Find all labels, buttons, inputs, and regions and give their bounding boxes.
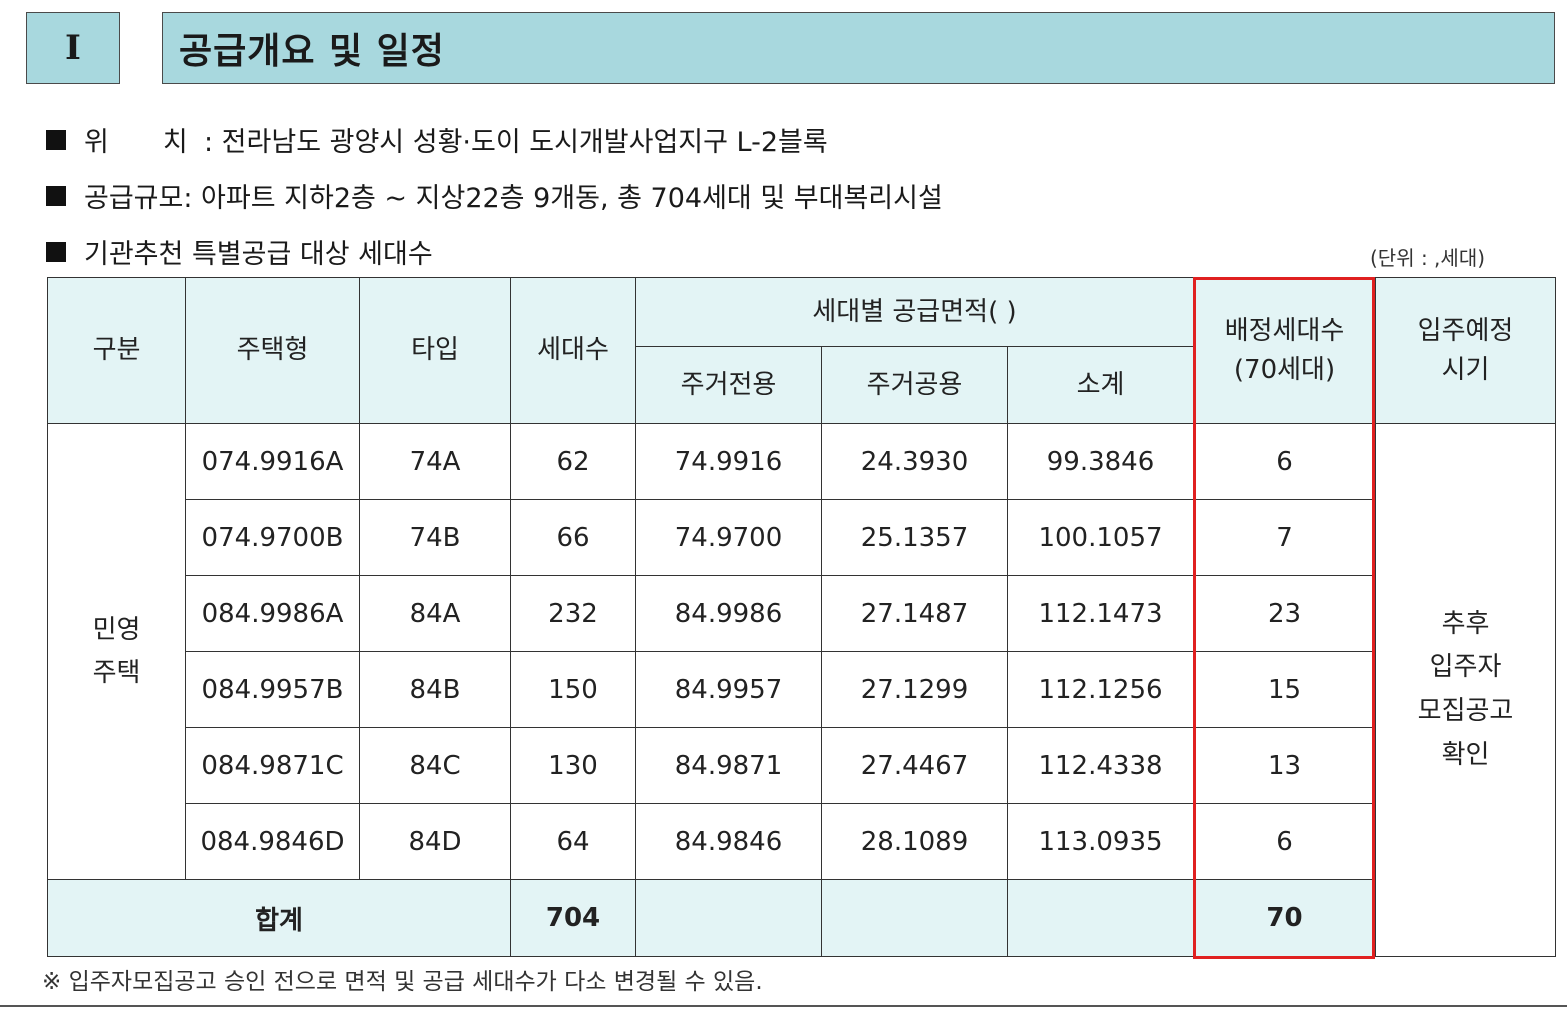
- cell-type: 84A: [359, 575, 511, 652]
- header-units: 세대수: [510, 277, 636, 424]
- cell-housing-type: 084.9846D: [185, 803, 360, 880]
- cell-subtotal: 112.4338: [1007, 727, 1194, 804]
- table-row: 084.9871C 84C 130 84.9871 27.4467 112.43…: [48, 727, 1556, 804]
- table-row: 084.9846D 84D 64 84.9846 28.1089 113.093…: [48, 803, 1556, 880]
- cell-subtotal: 112.1256: [1007, 651, 1194, 728]
- header-common: 주거공용: [821, 346, 1008, 424]
- move-in-cell: 추후 입주자 모집공고 확인: [1375, 423, 1556, 957]
- section-title-box: 공급개요 및 일정: [162, 12, 1555, 84]
- cell-allocated: 6: [1193, 803, 1376, 880]
- cell-common: 27.4467: [821, 727, 1008, 804]
- header-allocated: 배정세대수 (70세대): [1193, 277, 1376, 424]
- total-row: 합계 704 70: [47, 879, 1556, 957]
- cell-type: 74B: [359, 499, 511, 576]
- cell-units: 130: [510, 727, 636, 804]
- special-supply-line: 기관추천 특별공급 대상 세대수: [46, 232, 433, 271]
- cell-housing-type: 084.9986A: [185, 575, 360, 652]
- table-row: 084.9986A 84A 232 84.9986 27.1487 112.14…: [48, 575, 1556, 652]
- cell-allocated: 23: [1193, 575, 1376, 652]
- cell-units: 232: [510, 575, 636, 652]
- cell-common: 27.1299: [821, 651, 1008, 728]
- cell-exclusive: 74.9916: [635, 423, 822, 500]
- total-subtotal: [1007, 879, 1194, 957]
- cell-housing-type: 084.9957B: [185, 651, 360, 728]
- cell-units: 62: [510, 423, 636, 500]
- cell-allocated: 6: [1193, 423, 1376, 500]
- cell-subtotal: 112.1473: [1007, 575, 1194, 652]
- special-supply-label: 기관추천 특별공급 대상 세대수: [84, 239, 433, 270]
- cell-exclusive: 74.9700: [635, 499, 822, 576]
- cell-type: 84C: [359, 727, 511, 804]
- cell-common: 25.1357: [821, 499, 1008, 576]
- total-common: [821, 879, 1008, 957]
- cell-common: 24.3930: [821, 423, 1008, 500]
- cell-type: 84D: [359, 803, 511, 880]
- cell-subtotal: 113.0935: [1007, 803, 1194, 880]
- total-exclusive: [635, 879, 822, 957]
- cell-common: 28.1089: [821, 803, 1008, 880]
- cell-units: 66: [510, 499, 636, 576]
- cell-allocated: 15: [1193, 651, 1376, 728]
- header-exclusive: 주거전용: [635, 346, 822, 424]
- cell-units: 150: [510, 651, 636, 728]
- section-number-box: Ⅰ: [26, 12, 120, 84]
- cell-subtotal: 99.3846: [1007, 423, 1194, 500]
- scale-line: 공급규모 : 아파트 지하2층 ~ 지상22층 9개동, 총 704세대 및 부…: [46, 176, 943, 215]
- header-gubun: 구분: [47, 277, 186, 424]
- header-area-group: 세대별 공급면적( ): [635, 277, 1194, 347]
- bullet-square-icon: [46, 241, 66, 262]
- unit-note: (단위 : ,세대): [1370, 246, 1486, 270]
- gubun-cell: 민영 주택: [47, 423, 186, 880]
- table-row: 084.9957B 84B 150 84.9957 27.1299 112.12…: [48, 651, 1556, 728]
- location-value: : 전라남도 광양시 성황·도이 도시개발사업지구 L-2블록: [204, 127, 828, 158]
- header-move-in: 입주예정 시기: [1375, 277, 1556, 424]
- cell-housing-type: 084.9871C: [185, 727, 360, 804]
- scale-label: 공급규모: [84, 183, 184, 214]
- section-title: 공급개요 및 일정: [179, 31, 445, 72]
- cell-common: 27.1487: [821, 575, 1008, 652]
- cell-exclusive: 84.9986: [635, 575, 822, 652]
- total-label: 합계: [47, 879, 511, 957]
- cell-exclusive: 84.9846: [635, 803, 822, 880]
- table-row: 074.9700B 74B 66 74.9700 25.1357 100.105…: [48, 499, 1556, 576]
- cell-type: 84B: [359, 651, 511, 728]
- total-allocated: 70: [1193, 879, 1376, 957]
- footnote: ※ 입주자모집공고 승인 전으로 면적 및 공급 세대수가 다소 변경될 수 있…: [42, 969, 763, 995]
- supply-table: 구분 주택형 타입 세대수 세대별 공급면적( ) 배정세대수 (70세대) 입주…: [47, 277, 1556, 957]
- table-row: 민영 주택 074.9916A 74A 62 74.9916 24.3930 99…: [47, 423, 1556, 957]
- cell-exclusive: 84.9957: [635, 651, 822, 728]
- cell-subtotal: 100.1057: [1007, 499, 1194, 576]
- header-subtotal: 소계: [1007, 346, 1194, 424]
- header-type: 타입: [359, 277, 511, 424]
- bullet-square-icon: [46, 129, 66, 150]
- scale-value: : 아파트 지하2층 ~ 지상22층 9개동, 총 704세대 및 부대복리시설: [183, 183, 943, 214]
- cell-type: 74A: [359, 423, 511, 500]
- total-units: 704: [510, 879, 636, 957]
- bottom-divider: [0, 1005, 1567, 1007]
- cell-exclusive: 84.9871: [635, 727, 822, 804]
- section-number: Ⅰ: [65, 28, 81, 68]
- cell-housing-type: 074.9700B: [185, 499, 360, 576]
- cell-allocated: 7: [1193, 499, 1376, 576]
- header-housing-type: 주택형: [185, 277, 360, 424]
- cell-allocated: 13: [1193, 727, 1376, 804]
- cell-housing-type: 074.9916A: [185, 423, 360, 500]
- cell-units: 64: [510, 803, 636, 880]
- bullet-square-icon: [46, 185, 66, 206]
